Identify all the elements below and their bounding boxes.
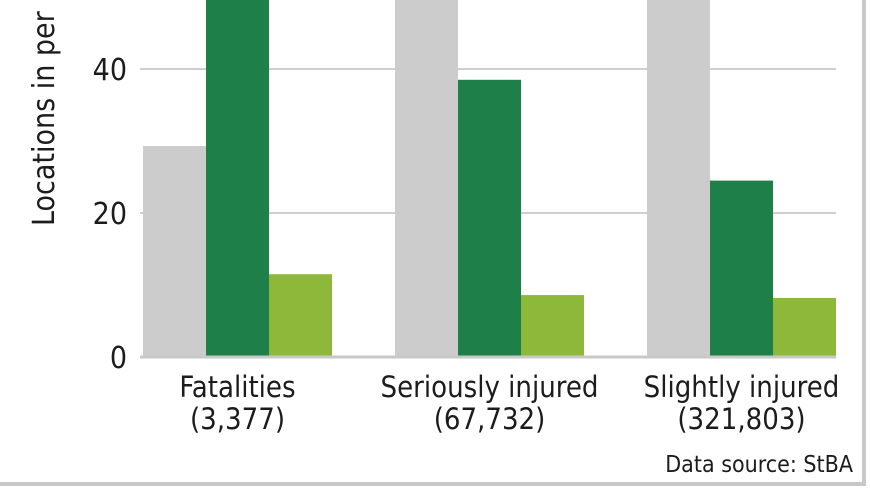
category-count: (321,803) [677, 402, 805, 436]
bar [206, 0, 269, 357]
y-tick-label: 0 [110, 341, 127, 376]
category-count: (3,377) [190, 402, 285, 436]
bar [647, 0, 710, 357]
y-tick-label: 40 [93, 53, 127, 88]
bar [458, 79, 521, 358]
bar [395, 0, 458, 357]
category-count: (67,732) [434, 402, 546, 436]
y-tick-label: 20 [93, 197, 127, 232]
bar [773, 297, 836, 357]
bar [710, 180, 773, 357]
bar [269, 274, 332, 357]
category-labels: Fatalities(3,377) Seriously injured(67,73… [179, 370, 839, 436]
y-tick-labels: 0 20 40 [93, 53, 127, 376]
category-label: Seriously injured [381, 370, 599, 404]
data-source: Data source: StBA [665, 452, 853, 478]
bar [143, 146, 206, 357]
category-label: Fatalities [179, 370, 295, 404]
y-axis-label: Locations in per [27, 10, 62, 226]
bar [521, 295, 584, 357]
category-label: Slightly injured [644, 370, 840, 404]
bars [143, 0, 836, 358]
